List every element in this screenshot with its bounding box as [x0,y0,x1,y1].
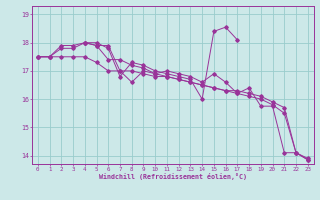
X-axis label: Windchill (Refroidissement éolien,°C): Windchill (Refroidissement éolien,°C) [99,173,247,180]
